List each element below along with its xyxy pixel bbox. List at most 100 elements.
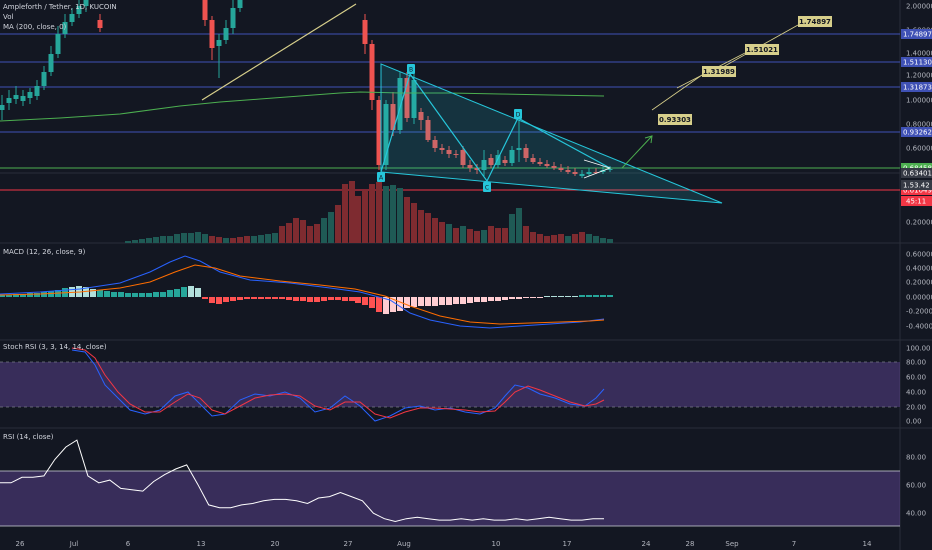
candle-body <box>530 158 536 162</box>
volume-bar <box>195 232 201 243</box>
candle-body <box>0 105 5 110</box>
stoch-rsi-pane[interactable] <box>0 347 900 422</box>
macd-histogram-bar <box>481 297 487 302</box>
volume-bar <box>355 196 361 243</box>
candle-body <box>83 0 89 6</box>
volume-bar <box>467 229 473 243</box>
stoch-d-line <box>71 347 605 419</box>
volume-bar <box>125 241 131 243</box>
macd-histogram-bar <box>48 291 54 297</box>
volume-bar <box>265 234 271 243</box>
macd-histogram-bar <box>27 293 33 297</box>
volume-bar <box>153 237 159 243</box>
candle-body <box>467 165 473 168</box>
macd-histogram-bar <box>34 293 40 297</box>
macd-histogram-bar <box>90 289 96 297</box>
ma-200-line <box>0 91 605 122</box>
volume-bar <box>237 237 243 243</box>
candle-body <box>223 28 229 40</box>
volume-bar <box>411 203 417 243</box>
time-axis-label: 17 <box>563 540 572 548</box>
volume-bar <box>432 218 438 243</box>
stoch-tick-label: 0.00 <box>906 418 922 426</box>
volume-bar <box>202 234 208 243</box>
macd-histogram-bar <box>467 297 473 303</box>
macd-histogram-bar <box>0 295 5 297</box>
rsi-pane[interactable] <box>0 439 900 527</box>
volume-bar <box>349 181 355 243</box>
candle-body <box>544 164 550 166</box>
candle-body <box>209 20 215 48</box>
time-axis-label: 24 <box>642 540 651 548</box>
candle-body <box>390 104 396 130</box>
macd-histogram-bar <box>230 297 236 301</box>
macd-histogram-bar <box>13 294 19 297</box>
breakout-arrow <box>621 135 653 169</box>
candle-body <box>62 22 68 34</box>
macd-histogram-bar <box>258 297 264 299</box>
volume-bar <box>460 226 466 243</box>
stoch-tick-label: 80.00 <box>906 359 926 367</box>
candle-body <box>418 112 424 120</box>
volume-bar <box>446 224 452 243</box>
volume-bar <box>439 222 445 243</box>
volume-bar <box>579 232 585 243</box>
macd-histogram-bar <box>558 296 564 297</box>
candle-body <box>97 20 103 28</box>
candle-body <box>453 154 459 155</box>
volume-bar <box>342 184 348 243</box>
candle-body <box>558 168 564 170</box>
time-axis-label: 6 <box>126 540 131 548</box>
volume-bar <box>279 226 285 243</box>
volume-bar <box>230 238 236 243</box>
level-price-tag <box>901 127 932 137</box>
macd-histogram-bar <box>565 296 571 297</box>
volume-legend[interactable]: Vol <box>3 13 14 21</box>
target-price-label: 0.93303 <box>659 116 691 124</box>
trend-line-yellow <box>201 3 357 101</box>
volume-bar <box>188 233 194 243</box>
macd-histogram-bar <box>362 297 368 305</box>
time-axis-label: 13 <box>197 540 206 548</box>
rsi-legend[interactable]: RSI (14, close) <box>3 433 54 441</box>
macd-histogram-bar <box>6 295 12 297</box>
macd-legend[interactable]: MACD (12, 26, close, 9) <box>3 248 86 256</box>
candle-body <box>34 86 40 96</box>
stoch-rsi-legend[interactable]: Stoch RSI (3, 3, 14, 14, close) <box>3 343 107 351</box>
volume-bar <box>216 237 222 243</box>
symbol-title[interactable]: Ampleforth / Tether, 1D, KUCOIN <box>3 3 117 11</box>
macd-histogram-bar <box>41 292 47 297</box>
volume-bar <box>397 188 403 243</box>
volume-bar <box>307 226 313 243</box>
volume-bar <box>376 182 382 243</box>
macd-histogram-bar <box>265 297 271 299</box>
target-price-label: 1.31989 <box>703 68 735 76</box>
macd-histogram-bar <box>321 297 327 301</box>
macd-histogram-bar <box>397 297 403 311</box>
candle-body <box>425 120 431 140</box>
macd-histogram-bar <box>579 295 585 297</box>
macd-histogram-bar <box>223 297 229 302</box>
candle-body <box>551 166 557 168</box>
macd-histogram-bar <box>118 292 124 297</box>
level-price-label: 0.63401 <box>903 170 932 178</box>
volume-bar <box>251 236 257 243</box>
time-axis-label: 10 <box>492 540 501 548</box>
time-axis-label: 27 <box>344 540 353 548</box>
candle-body <box>13 95 19 99</box>
volume-bar <box>300 220 306 243</box>
ma-legend[interactable]: MA (200, close, 0) <box>3 23 67 31</box>
volume-bar <box>223 238 229 243</box>
descending-triangle <box>380 63 723 204</box>
volume-bar <box>530 232 536 243</box>
macd-histogram-bar <box>188 286 194 297</box>
macd-histogram-bar <box>97 290 103 297</box>
level-price-tag <box>901 57 932 67</box>
price-pane[interactable]: A B C D 1.74897 1.51021 1.31989 0.93303 <box>0 0 900 243</box>
candle-body <box>376 100 382 165</box>
macd-pane[interactable] <box>0 255 613 329</box>
candle-body <box>502 160 508 163</box>
rsi-tick-label: 80.00 <box>906 454 926 462</box>
